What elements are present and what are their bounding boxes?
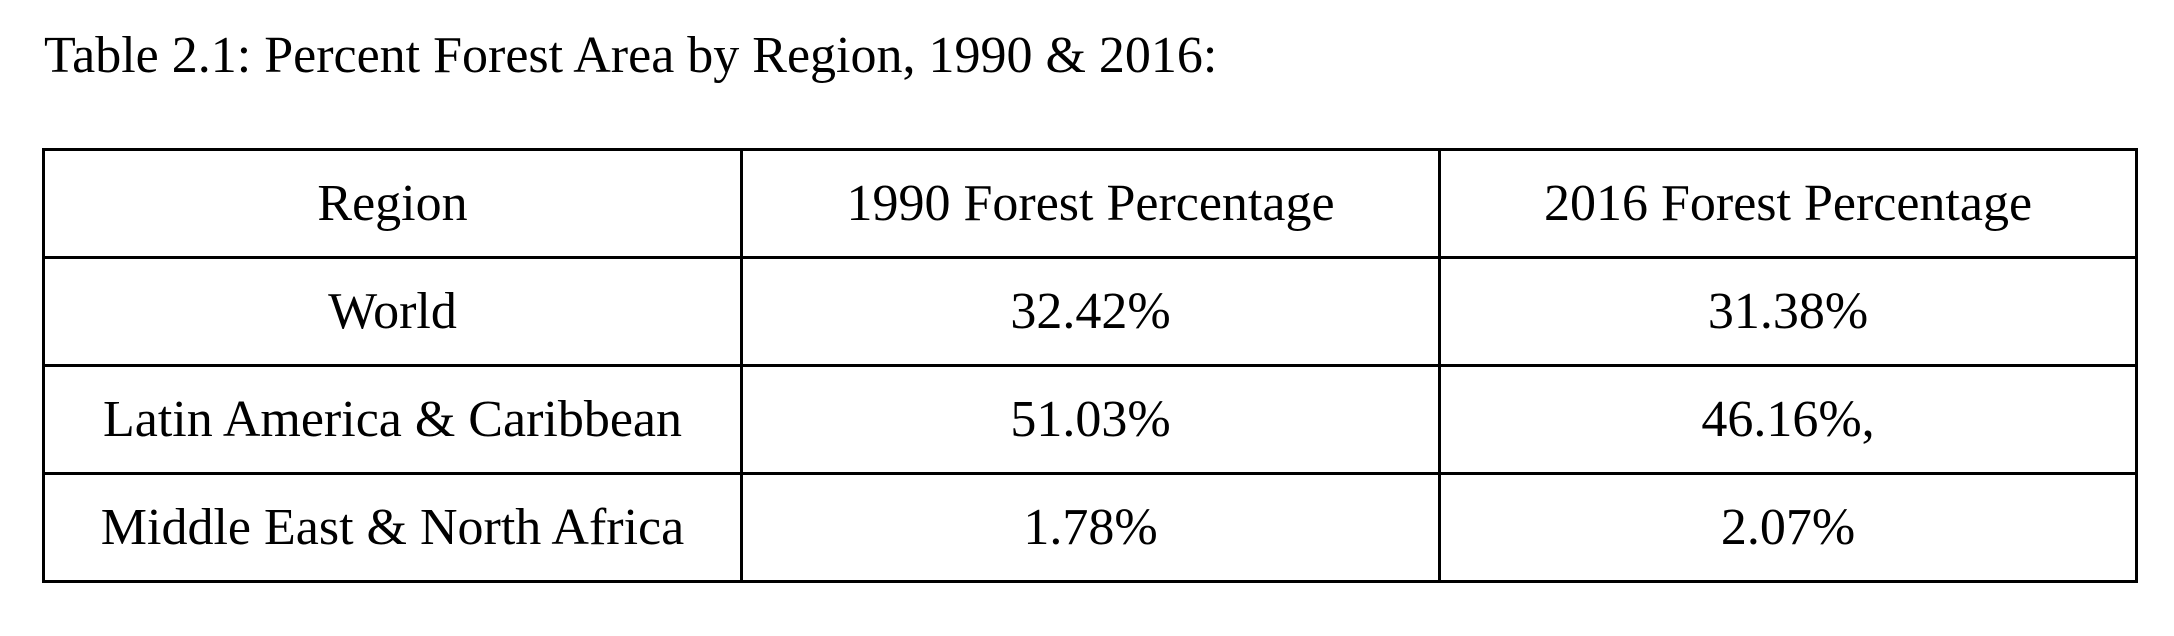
table-row: World 32.42% 31.38% <box>42 256 2138 367</box>
table-row: Latin America & Caribbean 51.03% 46.16%, <box>42 364 2138 475</box>
column-header-1990: 1990 Forest Percentage <box>740 148 1441 259</box>
region-cell: Latin America & Caribbean <box>42 364 743 475</box>
table-row: Middle East & North Africa 1.78% 2.07% <box>42 472 2138 583</box>
forest-2016-cell: 46.16%, <box>1438 364 2138 475</box>
table-header-row: Region 1990 Forest Percentage 2016 Fores… <box>42 148 2138 259</box>
forest-2016-cell: 2.07% <box>1438 472 2138 583</box>
column-header-2016: 2016 Forest Percentage <box>1438 148 2138 259</box>
forest-1990-cell: 32.42% <box>740 256 1441 367</box>
forest-2016-cell: 31.38% <box>1438 256 2138 367</box>
region-cell: Middle East & North Africa <box>42 472 743 583</box>
forest-area-table: Region 1990 Forest Percentage 2016 Fores… <box>42 148 2138 583</box>
region-cell: World <box>42 256 743 367</box>
table-caption: Table 2.1: Percent Forest Area by Region… <box>44 27 1218 84</box>
column-header-region: Region <box>42 148 743 259</box>
forest-1990-cell: 1.78% <box>740 472 1441 583</box>
forest-1990-cell: 51.03% <box>740 364 1441 475</box>
